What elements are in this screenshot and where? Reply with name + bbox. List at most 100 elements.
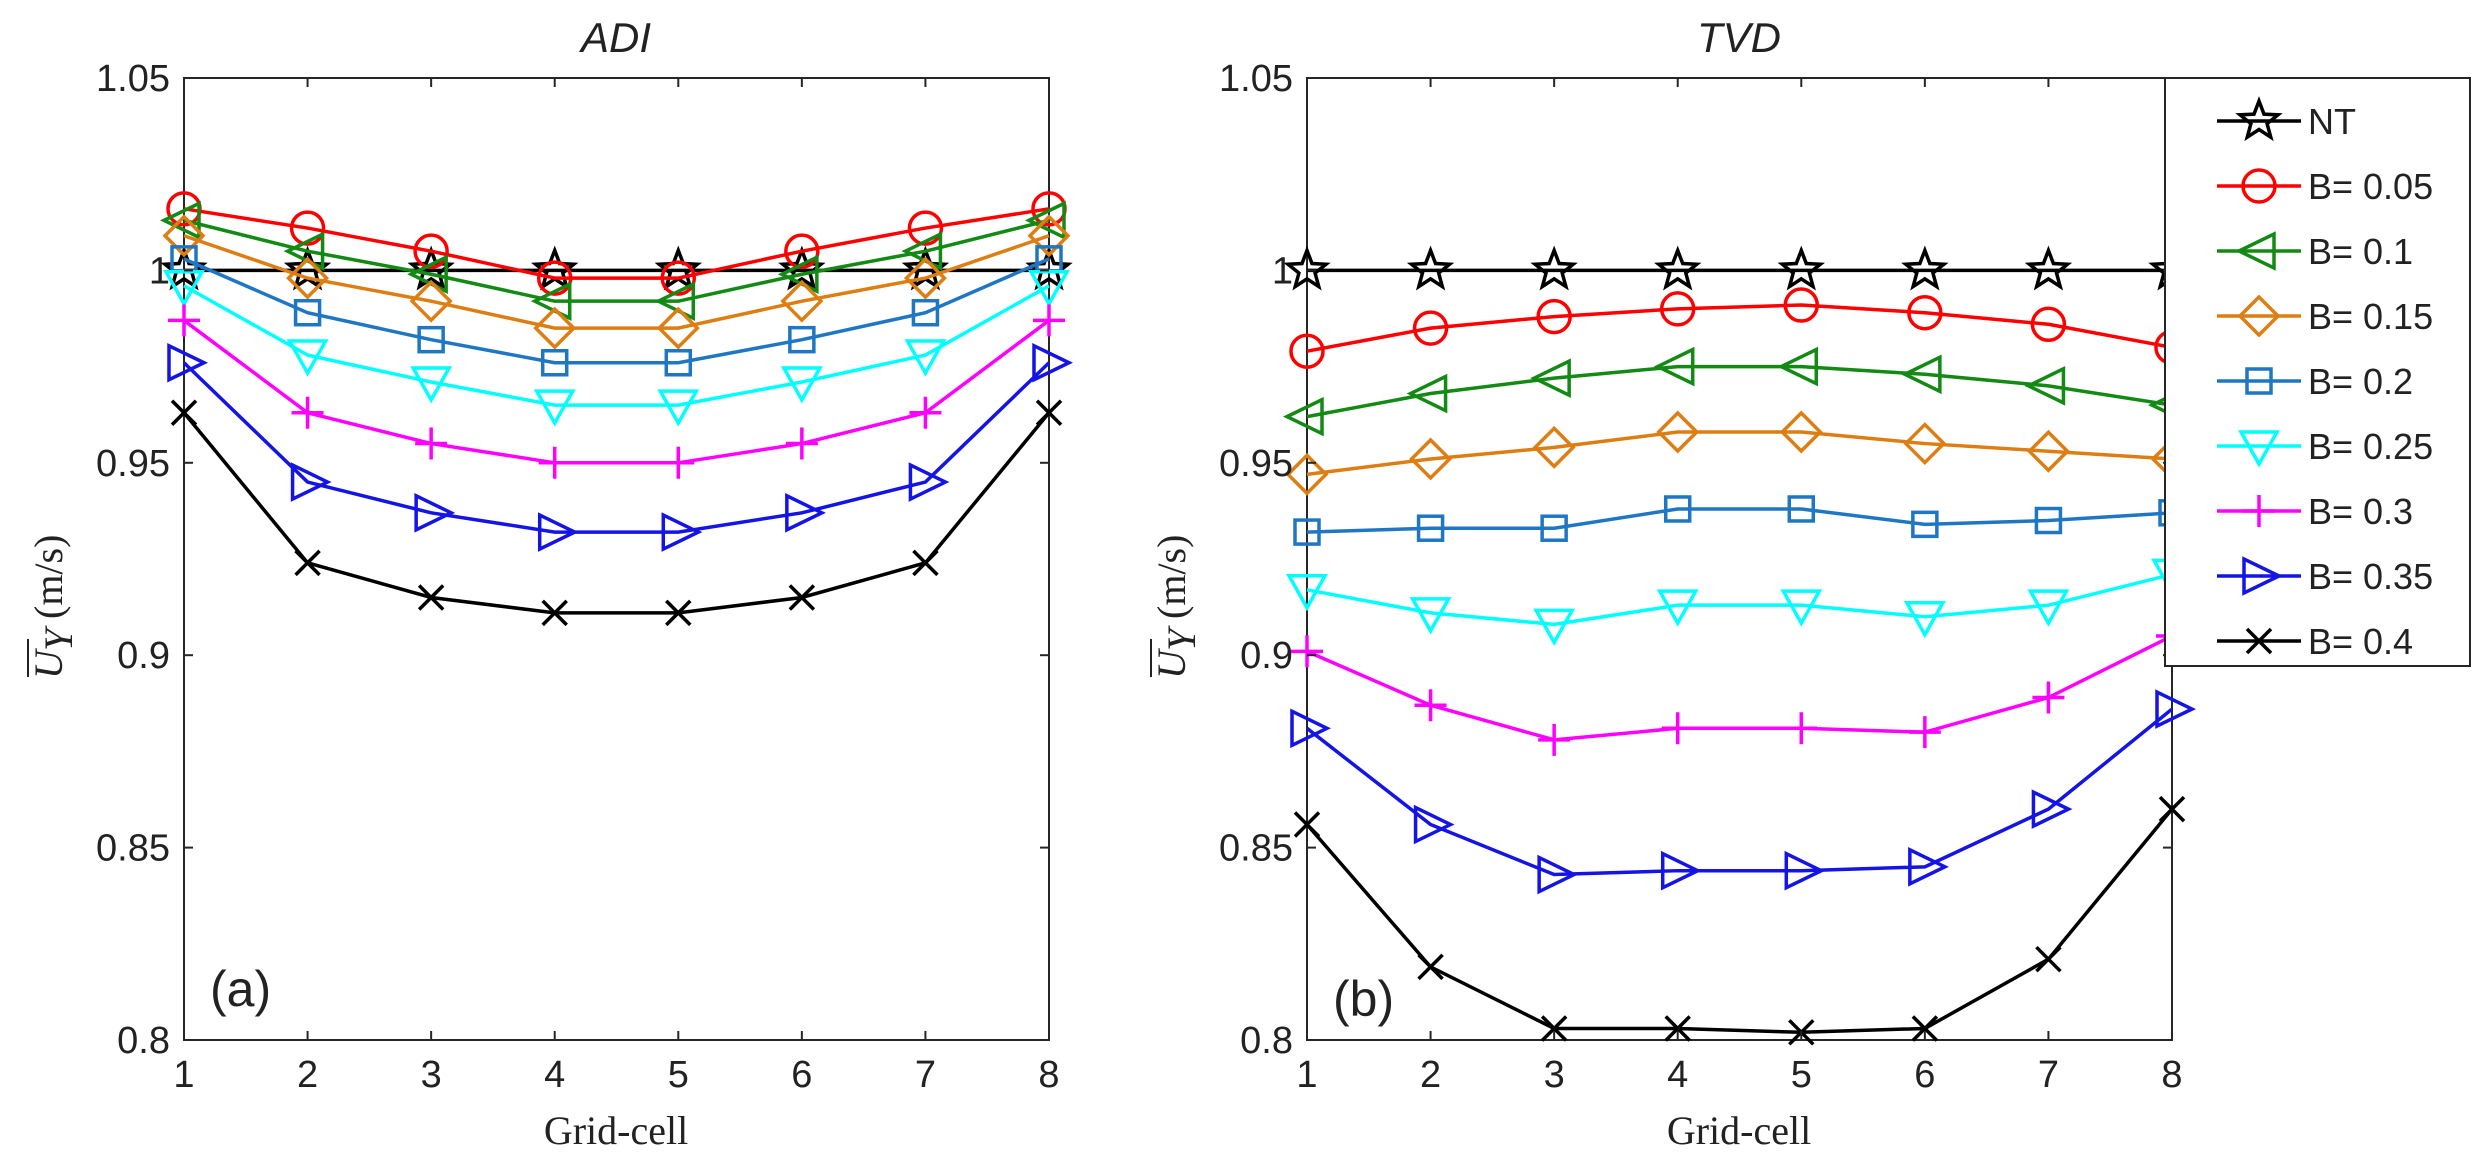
data-point	[780, 279, 824, 323]
series-line	[1306, 364, 2173, 419]
y-axis-label-symbol-adi: U	[26, 647, 71, 679]
legend-label: B= 0.05	[2308, 166, 2433, 207]
data-point	[289, 210, 326, 246]
y-axis-label-tvd: U Y (m/s)	[1149, 535, 1204, 679]
x-tick-label: 6	[791, 1054, 812, 1096]
data-point	[536, 260, 573, 296]
data-point	[1530, 245, 1578, 291]
chart-title-tvd: TVD	[1697, 14, 1781, 61]
data-point	[1656, 589, 1699, 627]
legend-label: B= 0.15	[2308, 296, 2433, 337]
data-point	[788, 584, 816, 611]
data-point	[415, 427, 448, 460]
data-point	[1540, 514, 1568, 542]
data-point	[1289, 333, 1325, 369]
series-line	[183, 207, 1050, 280]
series-line	[183, 284, 1050, 407]
data-point	[2024, 245, 2073, 291]
data-point	[664, 349, 693, 377]
series-line	[182, 319, 1051, 465]
series-line	[1306, 507, 2173, 534]
data-point	[1663, 495, 1692, 523]
x-tick-label: 4	[1667, 1054, 1688, 1096]
data-point	[911, 298, 940, 327]
series-group-adi	[159, 191, 1074, 627]
data-point	[294, 549, 321, 577]
legend-label: B= 0.4	[2308, 621, 2413, 662]
data-point	[1908, 847, 1949, 887]
data-point	[1027, 214, 1071, 258]
legend-label: B= 0.25	[2308, 426, 2433, 467]
series-b-0-4	[170, 399, 1063, 627]
data-point	[538, 446, 571, 479]
plus-icon	[2243, 495, 2275, 527]
data-point	[1911, 1015, 1939, 1042]
series-b-0-4	[1293, 795, 2186, 1046]
series-line	[1306, 430, 2173, 477]
data-point	[2027, 589, 2070, 627]
legend-items: NT B= 0.05 B= 0.1 B= 0.15 B= 0.2 B= 0.25 B= 0.…	[2217, 96, 2433, 662]
y-tick-label: 1.05	[1219, 58, 1293, 100]
legend-label: NT	[2308, 101, 2356, 142]
data-point	[159, 200, 201, 241]
data-point	[1536, 298, 1572, 335]
data-point	[1035, 399, 1063, 427]
data-point	[414, 493, 456, 533]
series-line	[182, 411, 1051, 615]
x-tick-label: 7	[915, 1054, 936, 1096]
x-axis-label-tvd: Grid-cell	[1667, 1108, 1811, 1153]
data-point	[1283, 245, 1331, 291]
data-point	[788, 325, 816, 354]
data-point	[1654, 245, 1702, 291]
data-point	[1911, 510, 1939, 539]
legend-label: B= 0.3	[2308, 491, 2413, 532]
data-point	[1530, 358, 1571, 398]
plot-area-adi	[183, 77, 1050, 1041]
diamond-icon	[2237, 294, 2281, 338]
series-nt	[1283, 245, 2196, 291]
data-point	[290, 462, 332, 502]
series-line	[1306, 634, 2173, 742]
series-line	[1305, 808, 2174, 1035]
data-point	[1532, 425, 1576, 469]
data-point	[1028, 270, 1070, 308]
plot-area-tvd	[1306, 77, 2173, 1041]
data-point	[1024, 200, 1066, 241]
data-point	[2026, 429, 2070, 473]
data-point	[1533, 608, 1576, 646]
data-point	[1653, 346, 1695, 387]
data-point	[1656, 410, 1700, 454]
data-point	[1412, 310, 1449, 346]
data-point	[417, 325, 445, 354]
data-point	[2032, 681, 2065, 714]
y-axis-label-units-tvd: (m/s)	[1149, 535, 1194, 619]
series-line	[183, 234, 1050, 330]
data-point	[293, 298, 322, 327]
data-point	[785, 493, 826, 533]
x-tick-label: 5	[668, 1054, 689, 1096]
triangle-down-icon	[2238, 430, 2280, 468]
x-tick-label: 2	[297, 1054, 318, 1096]
x-tick-label: 8	[1038, 1054, 1059, 1096]
y-tick-label: 0.95	[1219, 443, 1293, 485]
series-b-0-3	[168, 304, 1065, 479]
data-point	[1286, 574, 1328, 612]
triangle-left-icon	[2234, 231, 2276, 271]
chart-title-adi: ADI	[578, 14, 651, 61]
data-point	[409, 279, 453, 323]
y-tick-label: 1.05	[96, 58, 170, 100]
data-point	[1413, 804, 1455, 845]
data-point	[537, 512, 579, 552]
legend-item: B= 0.3	[2217, 491, 2413, 532]
data-point	[784, 233, 820, 269]
data-point	[1414, 689, 1447, 722]
series-b-0-05	[1289, 287, 2190, 369]
x-tick-label: 4	[544, 1054, 565, 1096]
x-tick-label: 7	[2038, 1054, 2059, 1096]
data-point	[1777, 346, 1819, 387]
data-point	[904, 339, 947, 377]
series-b-0-2	[1293, 495, 2186, 546]
cross-icon	[2245, 627, 2273, 655]
legend-item: B= 0.15	[2217, 294, 2433, 338]
x-axis-label-adi: Grid-cell	[544, 1108, 688, 1153]
